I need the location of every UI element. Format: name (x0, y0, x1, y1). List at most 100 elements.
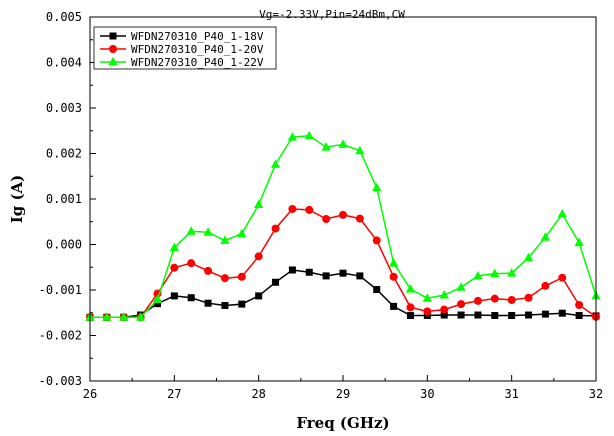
legend-entry: WFDN270310_P40_1-18V (100, 30, 264, 43)
data-point (237, 272, 246, 281)
data-point (456, 282, 466, 291)
data-point (575, 301, 584, 310)
y-tick-label: 0.001 (46, 192, 82, 206)
data-point (491, 311, 499, 319)
data-point (541, 310, 549, 318)
data-point (474, 311, 482, 319)
y-axis: -0.003 -0.002 -0.001 0.000 0.001 0.002 0.003 0.… (39, 10, 96, 388)
x-tick-label: 28 (251, 387, 265, 401)
data-point (187, 259, 196, 268)
data-point (406, 303, 415, 312)
y-tick-label: -0.003 (39, 374, 82, 388)
data-point (203, 227, 213, 236)
data-point (271, 224, 280, 233)
x-tick-label: 32 (589, 387, 603, 401)
data-point (152, 294, 163, 304)
data-point (304, 130, 314, 140)
data-point (439, 290, 449, 299)
data-point (254, 252, 263, 261)
data-point (575, 311, 583, 319)
data-point (473, 296, 482, 305)
data-point (170, 263, 179, 272)
series-3 (85, 130, 601, 321)
data-point (457, 311, 465, 319)
x-tick-label: 30 (420, 387, 434, 401)
y-tick-label: 0.002 (46, 147, 82, 161)
data-point (186, 226, 196, 235)
data-point (423, 307, 432, 316)
legend-entry: WFDN270310_P40_1-20V (100, 43, 264, 56)
x-tick-label: 27 (167, 387, 181, 401)
data-point (540, 232, 550, 241)
data-point (558, 273, 567, 282)
data-point (405, 284, 416, 293)
data-point (237, 228, 247, 238)
data-point (339, 269, 347, 277)
y-tick-label: 0.005 (46, 10, 82, 24)
data-point (390, 302, 398, 310)
legend-label: WFDN270310_P40_1-22V (131, 56, 264, 69)
data-point (321, 142, 331, 151)
x-tick-label: 26 (83, 387, 97, 401)
legend-label: WFDN270310_P40_1-18V (131, 30, 264, 43)
legend-label: WFDN270310_P40_1-20V (131, 43, 264, 56)
y-tick-label: 0.004 (46, 56, 82, 70)
data-point (541, 281, 550, 290)
data-point (507, 268, 517, 277)
data-point (473, 270, 483, 280)
data-point (322, 272, 330, 280)
data-point (490, 268, 500, 278)
chart-title: Vg=-2.33V,Pin=24dBm,CW (259, 8, 405, 21)
data-point (254, 199, 264, 208)
legend: WFDN270310_P40_1-18VWFDN270310_P40_1-20V… (93, 26, 277, 70)
data-point (557, 209, 567, 218)
y-tick-label: 0.003 (46, 101, 82, 115)
data-point (440, 305, 449, 314)
data-point (220, 235, 230, 244)
legend-entry: WFDN270310_P40_1-22V (100, 56, 264, 69)
data-point (422, 293, 432, 302)
data-point (372, 236, 381, 245)
y-axis-label: Ig (A) (8, 175, 26, 224)
legend-marker (109, 32, 117, 40)
data-point (287, 132, 297, 141)
data-point (102, 312, 112, 321)
legend-marker (109, 45, 117, 53)
data-point (272, 278, 280, 286)
data-point (255, 292, 263, 300)
data-point (355, 145, 365, 155)
y-tick-label: -0.002 (39, 329, 82, 343)
x-axis: 26 27 28 29 30 31 32 (83, 375, 603, 401)
data-point (119, 312, 129, 321)
data-point (490, 294, 499, 303)
data-point (457, 300, 466, 309)
data-point (169, 242, 179, 252)
data-point (508, 311, 516, 319)
data-point (270, 159, 281, 168)
y-tick-label: 0.000 (46, 238, 82, 252)
x-tick-label: 31 (504, 387, 518, 401)
data-point (288, 205, 297, 214)
data-point (305, 205, 314, 214)
data-point (389, 272, 398, 281)
data-point (305, 268, 313, 276)
data-point (221, 301, 229, 309)
data-point (170, 292, 178, 300)
y-tick-label: -0.001 (39, 283, 82, 297)
data-point (238, 300, 246, 308)
data-point (153, 300, 161, 308)
data-point (356, 272, 364, 280)
data-point (136, 312, 146, 321)
data-point (574, 237, 584, 247)
data-point (524, 293, 533, 302)
data-point (373, 286, 381, 294)
data-point (204, 266, 213, 275)
plot-series (85, 130, 601, 322)
data-point (372, 182, 382, 192)
data-point (406, 311, 414, 319)
series-1 (86, 266, 600, 321)
legend-marker (108, 57, 118, 66)
data-point (389, 258, 399, 267)
data-point (523, 252, 534, 262)
